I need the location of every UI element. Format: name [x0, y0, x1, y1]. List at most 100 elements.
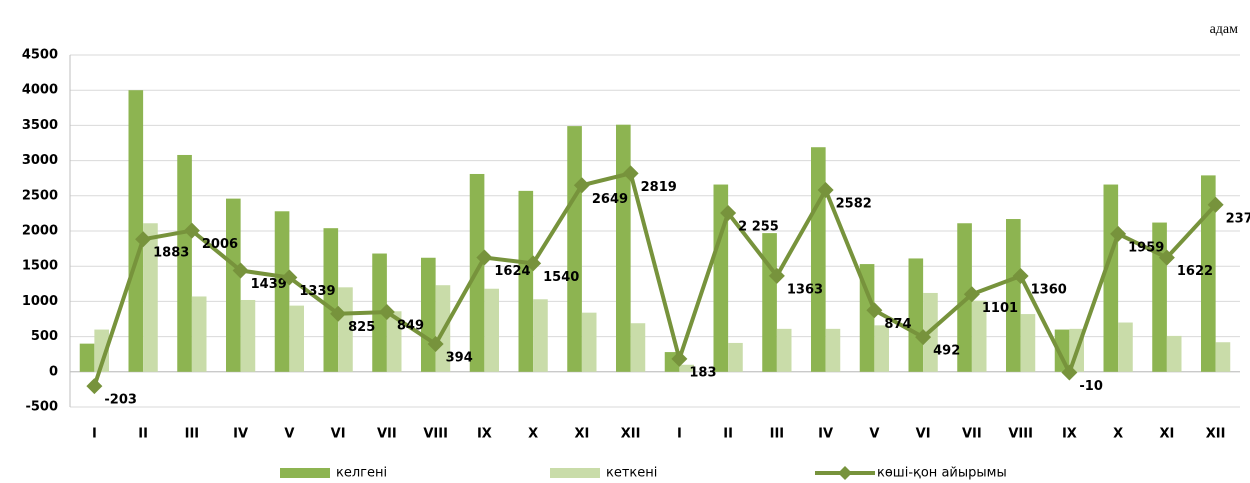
unit-label: адам: [1210, 22, 1239, 37]
bar: [567, 126, 582, 372]
x-tick-label: II: [723, 427, 733, 442]
line-marker: [1110, 225, 1127, 242]
x-tick-label: VII: [962, 427, 982, 442]
bar: [518, 190, 534, 372]
legend-swatch: [550, 468, 600, 478]
data-label: 1101: [982, 301, 1018, 316]
x-tick-label: V: [284, 427, 294, 442]
y-tick-label: -500: [25, 400, 58, 415]
y-tick-label: 1500: [22, 259, 58, 274]
line-marker: [817, 182, 834, 199]
line-series: [92, 170, 1218, 387]
line-marker: [915, 329, 932, 346]
bar: [386, 311, 402, 372]
y-tick-label: 500: [31, 329, 58, 344]
line-marker: [671, 350, 688, 367]
data-label: 2 255: [738, 220, 779, 235]
data-label: 2649: [592, 192, 628, 207]
bar: [762, 233, 777, 372]
bar: [1006, 219, 1021, 372]
bar: [616, 124, 631, 372]
data-label: 1360: [1031, 283, 1067, 298]
bar: [1103, 184, 1119, 372]
data-label: 2006: [202, 237, 238, 252]
line-marker: [476, 249, 493, 266]
legend-swatch: [280, 468, 330, 478]
line-marker: [963, 286, 980, 303]
line-marker: [232, 262, 249, 279]
data-label: 1540: [543, 270, 579, 285]
bar: [630, 323, 646, 372]
y-tick-label: 1000: [22, 294, 58, 309]
bar: [1201, 175, 1216, 372]
x-tick-label: II: [138, 427, 148, 442]
x-tick-label: XI: [1159, 427, 1174, 442]
x-tick-label: III: [185, 427, 200, 442]
data-label: -10: [1079, 379, 1103, 394]
x-tick-label: X: [1113, 427, 1123, 442]
line-marker: [1061, 364, 1078, 381]
bar: [533, 299, 548, 372]
line-marker: [86, 378, 103, 395]
bar: [908, 258, 924, 372]
line-marker: [1012, 268, 1029, 285]
bar: [289, 305, 304, 372]
data-label: 825: [348, 320, 375, 335]
data-label: 1363: [787, 282, 823, 297]
x-tick-label: I: [92, 427, 97, 442]
bar: [1020, 314, 1036, 372]
x-tick-label: VI: [331, 427, 346, 442]
x-tick-label: III: [770, 427, 785, 442]
bar: [143, 223, 158, 372]
y-tick-label: 0: [49, 364, 58, 379]
bar: [859, 264, 875, 372]
x-tick-label: I: [677, 427, 682, 442]
bar: [274, 211, 290, 372]
x-tick-label: X: [528, 427, 538, 442]
x-tick-label: XI: [574, 427, 589, 442]
bar: [1166, 335, 1182, 372]
bar: [728, 342, 743, 372]
x-tick-label: XII: [621, 427, 641, 442]
x-tick-label: VII: [377, 427, 397, 442]
x-tick-label: IX: [477, 427, 492, 442]
bar: [874, 325, 889, 372]
y-tick-label: 4500: [22, 48, 58, 63]
bar: [240, 299, 256, 372]
bar: [79, 343, 95, 372]
legend-label: келгені: [336, 466, 387, 481]
x-tick-label: VIII: [423, 427, 448, 442]
bar: [323, 228, 339, 372]
data-label: 2372: [1226, 211, 1250, 226]
legend-label: көші-қон айырымы: [877, 466, 1007, 481]
bar: [679, 364, 694, 372]
bar: [957, 223, 972, 372]
y-tick-label: 3500: [22, 118, 58, 133]
x-tick-label: IX: [1062, 427, 1077, 442]
bar: [825, 328, 841, 372]
data-label: 1959: [1128, 240, 1164, 255]
line-marker: [1207, 196, 1224, 213]
x-tick-label: XII: [1206, 427, 1226, 442]
data-label: 849: [397, 319, 424, 334]
bar: [421, 257, 436, 372]
data-label: 2819: [641, 180, 677, 195]
line-marker: [183, 222, 200, 239]
line-marker: [281, 269, 298, 286]
y-tick-label: 2000: [22, 224, 58, 239]
data-label: 1883: [153, 246, 189, 261]
x-tick-label: VIII: [1008, 427, 1033, 442]
bar: [776, 328, 792, 372]
line-marker: [720, 205, 737, 222]
y-tick-label: 3000: [22, 153, 58, 168]
data-label: 1339: [299, 284, 335, 299]
x-tick-label: IV: [233, 427, 248, 442]
line-marker: [427, 336, 444, 353]
line-marker: [768, 267, 785, 284]
line-marker: [866, 302, 883, 319]
data-label: -203: [104, 393, 137, 408]
bar: [191, 296, 207, 372]
data-label: 1624: [494, 264, 530, 279]
bar: [1215, 342, 1231, 372]
